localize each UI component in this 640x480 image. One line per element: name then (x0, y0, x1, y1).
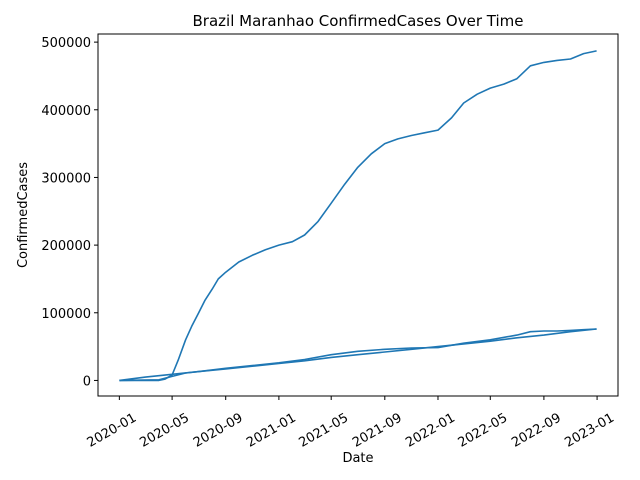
plot-frame (97, 33, 619, 397)
series-line-1 (119, 50, 597, 382)
series-line-3 (119, 328, 597, 382)
y-tick-label: 300000 (41, 171, 91, 186)
y-tick-label: 0 (83, 374, 91, 389)
y-tick-label: 100000 (41, 307, 91, 322)
x-axis-title: Date (342, 451, 373, 466)
y-tick-label: 500000 (41, 36, 91, 51)
y-tick-label: 400000 (41, 104, 91, 119)
plot-lines (119, 50, 597, 382)
chart-title: Brazil Maranhao ConfirmedCases Over Time (193, 12, 524, 30)
y-axis: 0 100000 200000 300000 400000 500000 (41, 36, 98, 389)
y-axis-title: ConfirmedCases (16, 162, 31, 268)
y-tick-label: 200000 (41, 239, 91, 254)
